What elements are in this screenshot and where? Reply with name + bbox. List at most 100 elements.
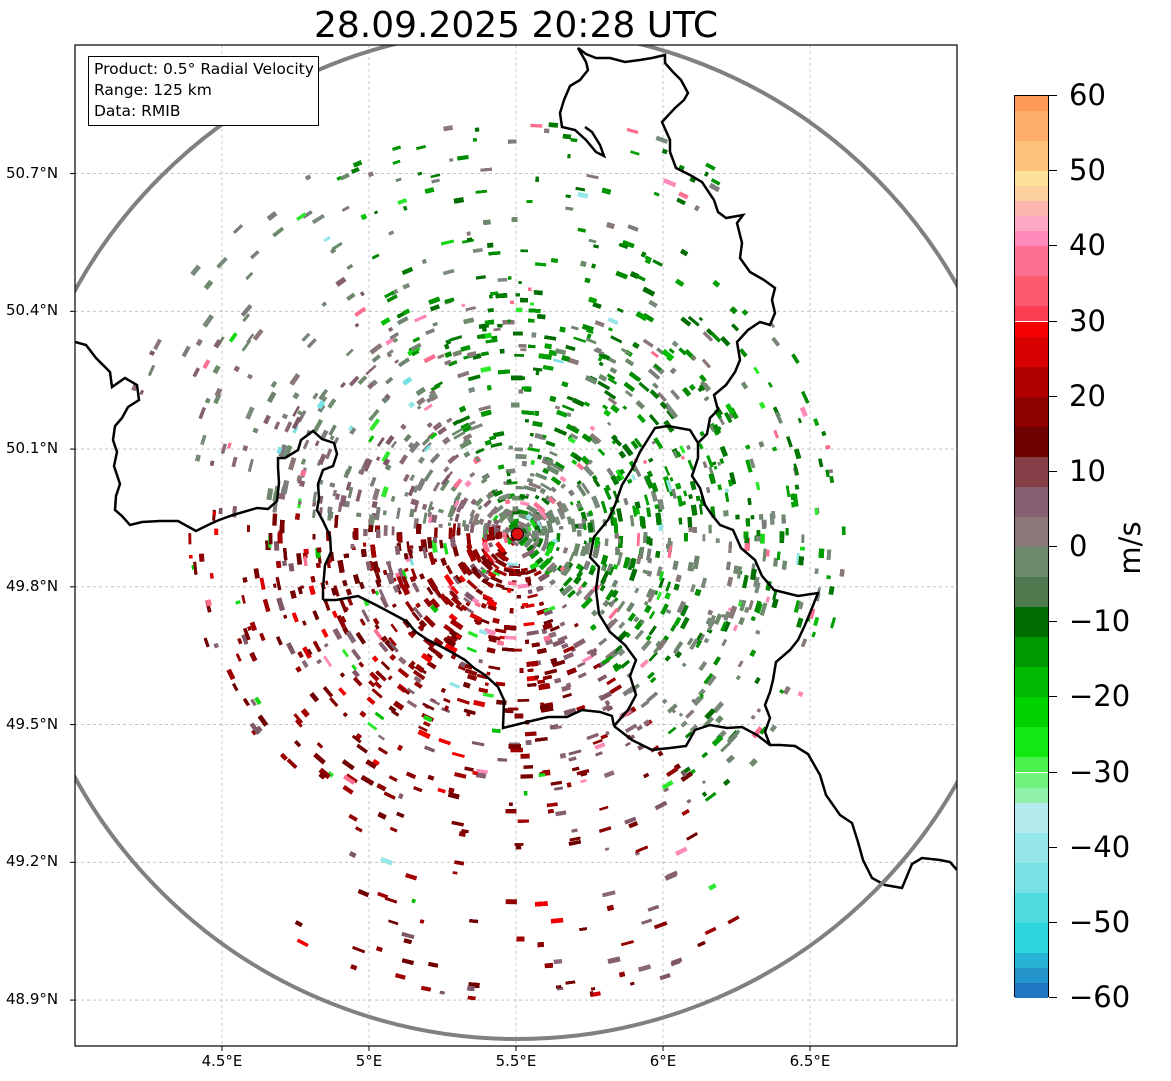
radar-echo-gate [430,173,441,179]
radar-echo-gate [629,557,637,569]
radar-echo-gate [609,367,618,375]
radar-echo-gate [751,726,764,739]
radar-echo-gate [652,382,659,390]
radar-echo-gate [253,568,260,579]
radar-echo-gate [569,501,574,506]
radar-echo-gate [646,548,652,561]
radar-echo-gate [358,661,365,668]
radar-echo-gate [607,317,619,326]
radar-echo-gate [678,191,689,200]
radar-echo-gate [703,637,710,644]
radar-echo-gate [388,919,399,926]
radar-echo-gate [427,501,434,513]
radar-echo-gate [365,364,377,376]
radar-echo-gate [514,354,525,357]
radar-echo-gate [507,581,517,586]
radar-echo-gate [456,697,470,705]
radar-echo-gate [743,606,750,614]
radar-echo-gate [586,732,599,741]
radar-echo-gate [147,364,156,377]
radar-echo-gate [214,528,219,536]
radar-echo-gate [821,430,827,437]
radar-echo-gate [535,370,540,376]
radar-echo-gate [581,581,588,589]
radar-echo-gate [740,381,749,390]
radar-echo-gate [785,528,789,536]
radar-echo-gate [604,538,609,547]
radar-echo-gate [350,964,358,971]
radar-echo-gate [673,450,679,458]
radar-echo-gate [687,516,693,528]
radar-echo-gate [735,674,741,681]
radar-echo-gate [675,846,688,856]
radar-echo-gate [669,477,674,482]
radar-echo-gate [296,938,309,948]
radar-echo-gate [689,480,697,491]
radar-echo-gate [698,443,704,450]
radar-echo-gate [463,708,476,716]
radar-echo-gate [380,317,391,326]
radar-echo-gate [592,738,603,745]
radar-echo-gate [202,359,211,370]
radar-echo-gate [577,227,587,233]
radar-echo-gate [359,618,366,627]
radar-echo-gate [273,541,280,551]
radar-echo-gate [200,434,207,446]
radar-echo-gate [246,373,253,380]
radar-echo-gate [431,539,438,553]
radar-echo-gate [198,553,205,562]
radar-echo-gate [389,653,397,661]
radar-echo-gate [306,337,317,349]
radar-echo-gate [495,558,508,568]
radar-echo-gate [350,166,360,174]
radar-echo-gate [549,450,558,457]
radar-echo-gate [549,625,560,632]
radar-echo-gate [720,335,731,347]
radar-echo-gate [397,198,408,205]
radar-echo-gate [571,459,578,466]
radar-echo-gate [302,646,312,659]
radar-echo-gate [495,681,506,687]
radar-echo-gate [356,512,362,518]
radar-echo-gate [690,583,696,593]
radar-echo-gate [663,787,670,793]
radar-echo-gate [286,758,298,769]
radar-echo-gate [487,307,494,313]
radar-echo-gate [641,918,653,925]
radar-echo-gate [508,445,514,450]
radar-echo-gate [713,465,718,470]
radar-echo-gate [680,604,689,617]
radar-echo-gate [597,356,603,362]
radar-echo-gate [278,493,283,500]
radar-echo-gate [592,301,602,310]
radar-echo-gate [272,583,277,589]
radar-echo-gate [595,347,602,352]
radar-echo-gate [799,546,805,551]
radar-echo-gate [553,358,564,364]
radar-echo-gate [548,349,558,357]
radar-echo-gate [373,210,379,215]
radar-echo-gate [389,826,398,833]
radar-echo-gate [717,484,723,491]
radar-echo-gate [678,712,684,717]
radar-echo-gate [272,513,278,526]
radar-echo-gate [767,381,773,388]
radar-echo-gate [594,320,605,328]
radar-echo-gate [488,665,501,671]
radar-echo-gate [349,426,357,435]
radar-echo-gate [490,553,498,561]
radar-echo-gate [339,172,350,181]
radar-echo-gate [580,778,587,784]
radar-echo-gate [665,479,673,493]
radar-echo-gate [711,461,717,466]
radar-echo-gate [737,660,744,668]
radar-echo-gate [794,484,800,490]
radar-echo-gate [302,439,310,450]
radar-echo-gate [524,418,530,423]
radar-echo-gate [665,608,672,615]
radar-echo-gate [348,850,357,859]
radar-echo-gate [577,192,589,199]
radar-echo-gate [275,560,282,569]
radar-echo-gate [423,469,434,482]
